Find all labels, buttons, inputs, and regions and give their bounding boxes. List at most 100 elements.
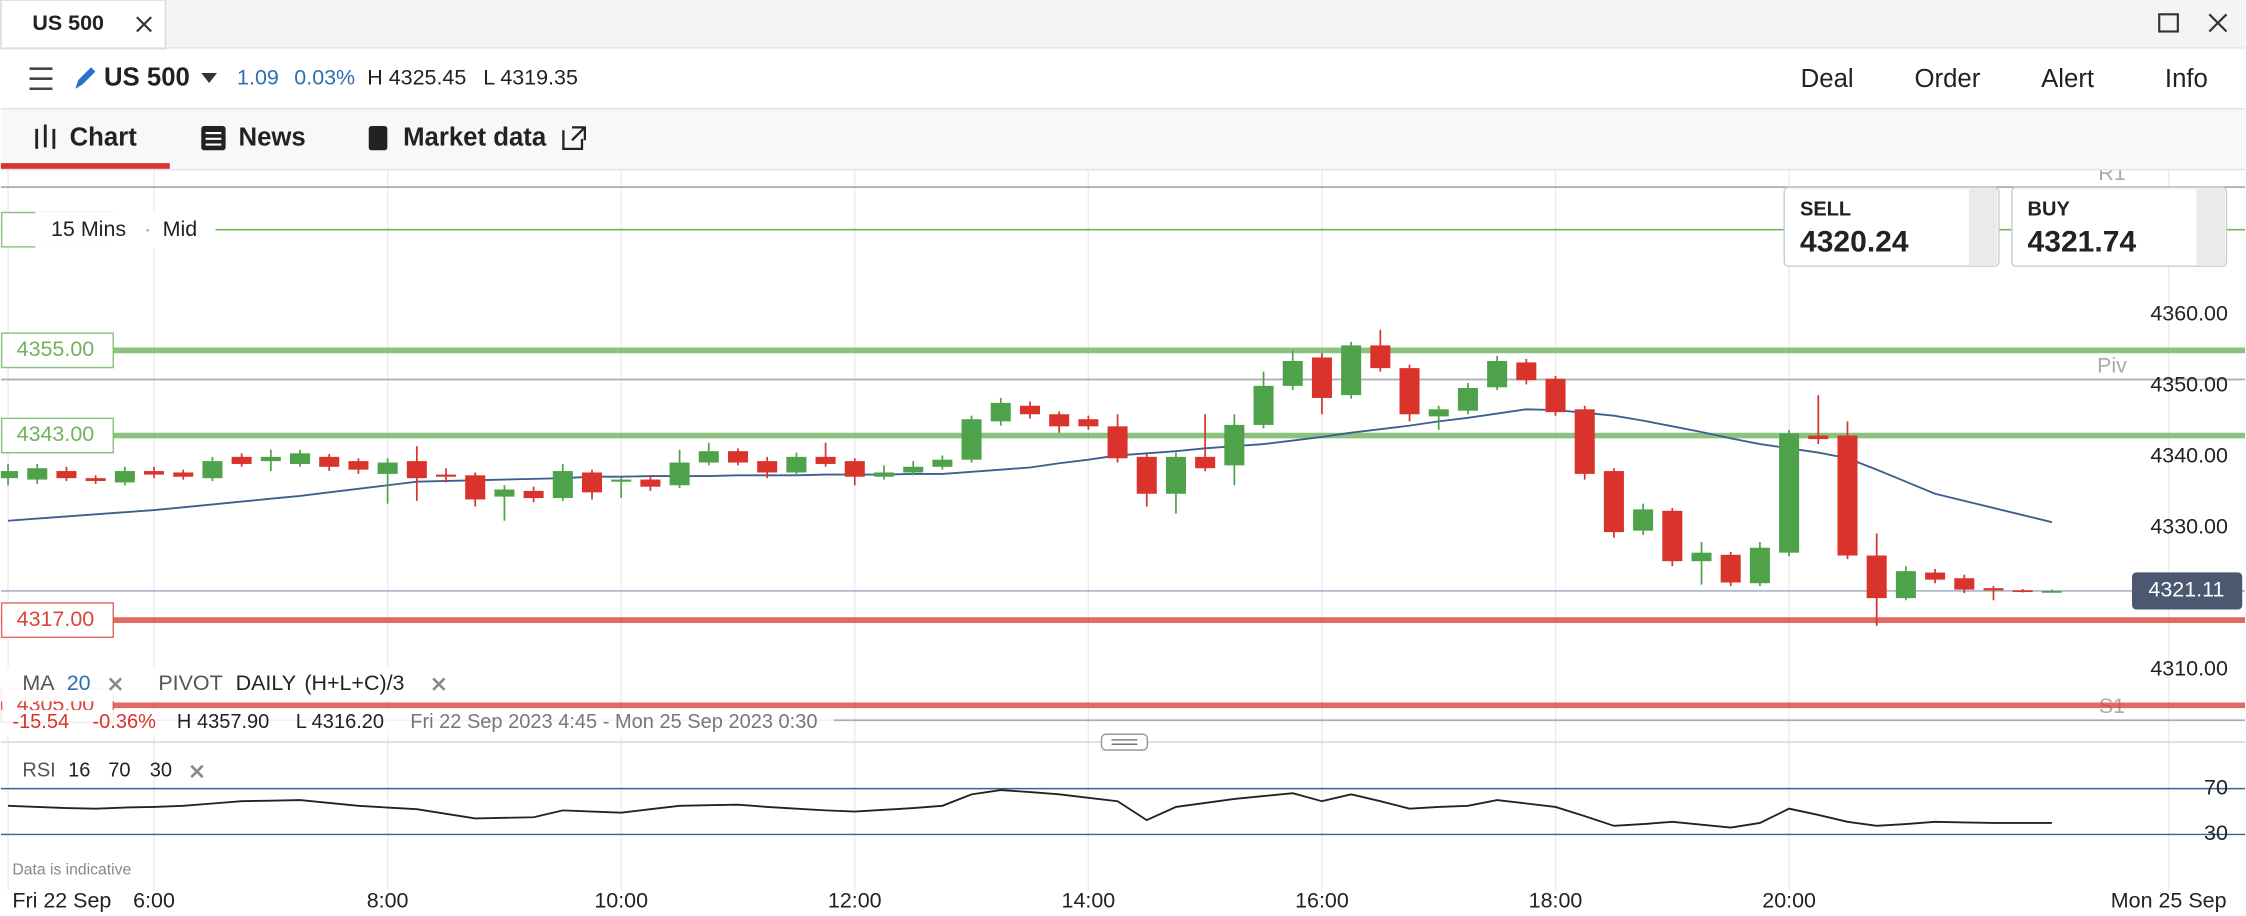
candle-body	[2041, 591, 2062, 593]
dropdown-icon[interactable]	[201, 72, 218, 84]
candle-body	[698, 451, 719, 463]
candle-body	[1837, 435, 1858, 556]
close-tab-icon[interactable]	[136, 16, 152, 33]
edit-icon[interactable]	[75, 67, 96, 89]
candle-body	[1428, 409, 1449, 417]
rsi-tick-label: 30	[2204, 821, 2228, 845]
candle-body	[319, 456, 340, 467]
pivot-label: R1	[2098, 161, 2125, 185]
candle-body	[260, 456, 281, 462]
candle-body	[1866, 555, 1887, 599]
candle-body	[406, 461, 427, 479]
candle-body	[2012, 590, 2033, 593]
candle-body	[1574, 409, 1595, 474]
resize-handle-grip	[1111, 739, 1138, 745]
candle-body	[1224, 424, 1245, 466]
candle-body	[611, 479, 632, 482]
candle-body	[669, 462, 690, 486]
candle-body	[581, 472, 603, 493]
price-plot: R1PivS1	[0, 161, 2246, 722]
summary-bar	[0, 709, 834, 736]
y-tick-label: 4350.00	[2150, 373, 2228, 397]
external-link-icon	[562, 126, 586, 150]
candle-body	[56, 471, 77, 479]
news-tab[interactable]: News	[238, 124, 305, 152]
active-tab-indicator	[0, 163, 170, 169]
candle-body	[144, 471, 165, 475]
candle-body	[231, 456, 252, 464]
pivot-label: Piv	[2097, 353, 2127, 377]
x-tick-label: 18:00	[1529, 888, 1583, 912]
rsi-label: RSI	[22, 760, 55, 782]
y-tick-label: 4330.00	[2150, 515, 2228, 539]
interval[interactable]: 15 Mins	[51, 217, 126, 241]
ma-line	[7, 408, 2053, 524]
candle-body	[173, 472, 194, 477]
chart-tab[interactable]: Chart	[70, 124, 138, 152]
y-tick-label: 4310.00	[2150, 656, 2228, 680]
candle-body	[1808, 435, 1829, 440]
market-data-tab[interactable]: Market data	[403, 124, 547, 152]
sell-box[interactable]	[1783, 186, 2000, 267]
candle-body	[815, 456, 836, 464]
pivot-period: DAILY	[236, 671, 296, 695]
candle-body	[961, 419, 982, 460]
pivot-formula: (H+L+C)/3	[304, 671, 404, 695]
buy-box[interactable]	[2011, 186, 2228, 267]
candle-body	[1925, 572, 1946, 580]
window-tab[interactable]	[0, 0, 167, 50]
menu-icon[interactable]	[29, 67, 53, 91]
panel-tabs	[0, 109, 2246, 170]
x-tick-label: 8:00	[367, 888, 409, 912]
price-type[interactable]: Mid	[163, 217, 198, 241]
x-tick-label: Mon 25 Sep	[2111, 888, 2227, 912]
alert-label-box	[0, 332, 114, 369]
x-tick-label: 20:00	[1762, 888, 1816, 912]
alert-label: 4343.00	[17, 422, 95, 446]
remove-rsi[interactable]	[190, 764, 204, 779]
indicator-bar	[0, 666, 462, 702]
summary-change: -15.54	[12, 711, 69, 733]
buy-price: 4321.74	[2028, 225, 2137, 258]
candle-body	[1078, 419, 1099, 427]
alert-label-box	[0, 417, 114, 454]
summary-high: H 4357.90	[177, 711, 269, 733]
tab-bar	[0, 0, 2246, 48]
resize-handle[interactable]	[1100, 733, 1149, 751]
candle-body	[1457, 387, 1478, 411]
candle-body	[1545, 378, 1566, 413]
candle-body	[1282, 361, 1303, 386]
day-high: H 4325.45	[367, 65, 466, 89]
rsi-period: 16	[68, 760, 90, 782]
candle-body	[1253, 385, 1274, 425]
grid-layer	[7, 170, 2170, 891]
x-tick-label: 10:00	[594, 888, 648, 912]
remove-pivot[interactable]	[432, 677, 446, 691]
candle-body	[1633, 509, 1654, 531]
summary-range: Fri 22 Sep 2023 4:45 - Mon 25 Sep 2023 0…	[410, 711, 817, 733]
change-pct: 0.03%	[294, 65, 355, 89]
rsi-tick-label: 70	[2204, 775, 2228, 799]
alert-button[interactable]: Alert	[2041, 65, 2094, 93]
deal-button[interactable]: Deal	[1801, 65, 1854, 93]
change: 1.09	[237, 65, 279, 89]
candle-body	[786, 456, 807, 473]
info-button[interactable]: Info	[2165, 65, 2208, 93]
close-window-icon[interactable]	[2208, 13, 2228, 33]
candle-body	[1895, 571, 1916, 599]
candle-body	[0, 471, 19, 479]
alert-label: 4317.00	[17, 607, 95, 631]
remove-ma[interactable]	[108, 677, 123, 691]
rsi-plot: 70 30	[0, 775, 2246, 845]
ma-period[interactable]: 20	[67, 671, 91, 695]
rsi-lower: 30	[150, 760, 172, 782]
x-tick-label: Fri 22 Sep	[12, 888, 111, 912]
order-button[interactable]: Order	[1914, 65, 1980, 93]
last-price-badge	[2132, 572, 2243, 610]
candle-body	[1311, 357, 1332, 398]
instrument-name[interactable]: US 500	[104, 64, 190, 92]
last-price-label: 4321.11	[2148, 578, 2224, 602]
candle-body	[1516, 362, 1537, 381]
maximize-icon[interactable]	[2158, 13, 2179, 33]
x-axis: Fri 22 Sep 6:00 8:00 10:00 12:00 14:00 16:00 18…	[12, 888, 2226, 912]
